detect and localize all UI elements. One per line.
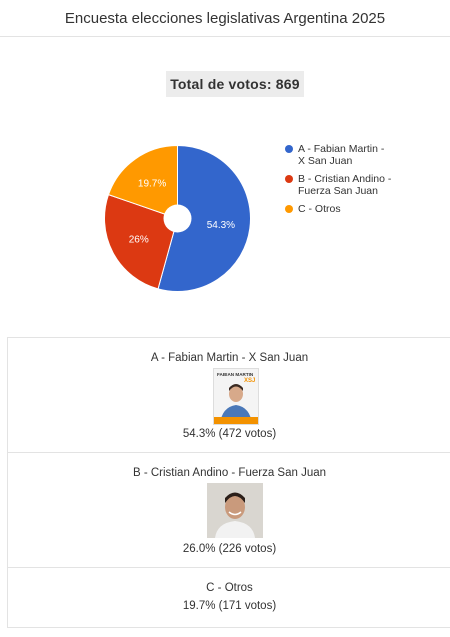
option-result-c: 19.7% (171 votos) bbox=[182, 600, 277, 612]
legend-dot-b bbox=[285, 175, 293, 183]
legend-dot-c bbox=[285, 205, 293, 213]
legend-label-b: B - Cristian Andino - Fuerza San Juan bbox=[298, 173, 392, 197]
chart-legend: A - Fabian Martin -X San Juan B - Cristi… bbox=[285, 143, 450, 221]
result-row-c: C - Otros 19.7% (171 votos) bbox=[8, 568, 450, 628]
photo-a-brand-text: FABIAN MARTIN bbox=[217, 372, 254, 377]
pie-data-label-a: 54.3% bbox=[207, 220, 235, 231]
result-row-b: B - Cristian Andino - Fuerza San Juan 26… bbox=[8, 453, 450, 568]
candidate-photo-a: FABIAN MARTIN XSJ bbox=[213, 368, 259, 425]
legend-item-a: A - Fabian Martin -X San Juan bbox=[285, 143, 450, 167]
option-label-a: A - Fabian Martin - X San Juan bbox=[150, 352, 309, 364]
legend-label-c: C - Otros bbox=[298, 203, 341, 215]
results-pie-chart: 54.3% 26% 19.7% bbox=[104, 144, 251, 292]
legend-label-a: A - Fabian Martin -X San Juan bbox=[298, 143, 385, 167]
result-row-a: A - Fabian Martin - X San Juan FABIAN MA… bbox=[8, 338, 450, 453]
pie-slice-b bbox=[104, 194, 179, 290]
svg-text:XSJ: XSJ bbox=[244, 378, 255, 384]
option-label-b: B - Cristian Andino - Fuerza San Juan bbox=[132, 467, 327, 479]
pie-slice-c bbox=[107, 144, 178, 220]
option-result-a: 54.3% (472 votos) bbox=[182, 428, 277, 440]
pie-slice-a bbox=[157, 144, 251, 292]
candidate-photo-b bbox=[207, 483, 263, 538]
option-label-c: C - Otros bbox=[206, 582, 253, 594]
donut-hole bbox=[163, 204, 192, 233]
poll-title: Encuesta elecciones legislativas Argenti… bbox=[0, 0, 450, 37]
legend-dot-a bbox=[285, 145, 293, 153]
results-list: A - Fabian Martin - X San Juan FABIAN MA… bbox=[7, 337, 450, 628]
pie-data-label-b: 26% bbox=[129, 234, 149, 245]
option-result-b: 26.0% (226 votos) bbox=[182, 543, 277, 555]
pie-data-label-c: 19.7% bbox=[138, 178, 166, 189]
legend-item-b: B - Cristian Andino - Fuerza San Juan bbox=[285, 173, 450, 197]
total-votes-badge: Total de votos: 869 bbox=[166, 71, 304, 97]
legend-item-c: C - Otros bbox=[285, 203, 450, 215]
